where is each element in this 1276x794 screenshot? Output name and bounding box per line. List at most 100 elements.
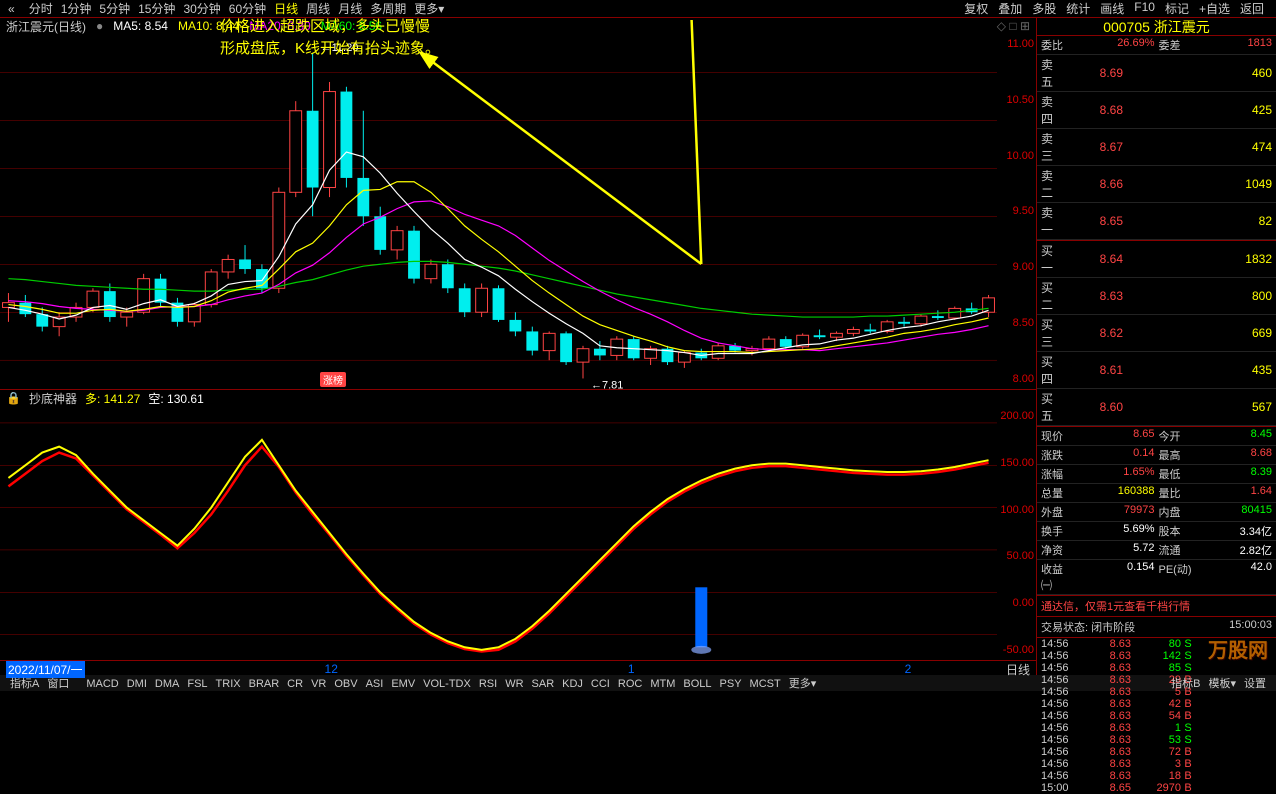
- ind-tab[interactable]: 更多▾: [785, 678, 821, 690]
- commit-lbl2: 委差: [1159, 37, 1187, 53]
- ind-tab[interactable]: KDJ: [558, 678, 587, 690]
- tick-row: 14:568.6385S: [1037, 662, 1276, 674]
- ind-tab[interactable]: MTM: [646, 678, 679, 690]
- info-row: 涨跌0.14最高8.68: [1037, 446, 1276, 465]
- toolbtn-5[interactable]: F10: [1130, 0, 1159, 17]
- info-row: 现价8.65今开8.45: [1037, 427, 1276, 446]
- bottom-right[interactable]: 指标B: [1167, 678, 1204, 690]
- ind-tab[interactable]: PSY: [716, 678, 746, 690]
- toolbtn-1[interactable]: 叠加: [994, 0, 1026, 17]
- info-row: 收益㈠0.154PE(动)42.0: [1037, 560, 1276, 595]
- chart-tools[interactable]: ◇ □ ⊞: [997, 19, 1030, 33]
- toolbtn-6[interactable]: 标记: [1161, 0, 1193, 17]
- tick-row: 14:568.631S: [1037, 722, 1276, 734]
- chart-header: 浙江震元(日线) ● MA5: 8.54 MA10: 8.44 MA20: 8.…: [0, 18, 1036, 34]
- info-row: 总量160388量比1.64: [1037, 484, 1276, 503]
- ind-tab[interactable]: RSI: [475, 678, 501, 690]
- info-row: 涨幅1.65%最低8.39: [1037, 465, 1276, 484]
- toolbtn-0[interactable]: 复权: [960, 0, 992, 17]
- quote-row: 卖三8.67474: [1037, 129, 1276, 166]
- watermark: 万股网: [1208, 634, 1268, 663]
- timeframe-0[interactable]: 分时: [25, 2, 57, 16]
- ma10-label: MA10: 8.44: [178, 19, 239, 33]
- quote-row: 买四8.61435: [1037, 352, 1276, 389]
- timeframe-9[interactable]: 多周期: [366, 2, 410, 16]
- ind-sym: 多: [85, 392, 97, 406]
- svg-text:←7.81: ←7.81: [591, 379, 623, 389]
- ind-tab[interactable]: MCST: [746, 678, 785, 690]
- bottom-right[interactable]: 模板▾: [1204, 678, 1240, 690]
- bottom-left[interactable]: 窗口: [43, 678, 73, 690]
- ind-tab[interactable]: MACD: [82, 678, 122, 690]
- bullet-icon: ●: [96, 19, 103, 33]
- timeframe-4[interactable]: 30分钟: [179, 2, 224, 16]
- ind-tab[interactable]: FSL: [183, 678, 211, 690]
- stock-name-period: 浙江震元(日线): [6, 18, 86, 35]
- ind-tab[interactable]: OBV: [330, 678, 361, 690]
- ind-tab[interactable]: VR: [307, 678, 330, 690]
- ind-tab[interactable]: DMI: [123, 678, 151, 690]
- toolbtn-4[interactable]: 画线: [1096, 0, 1128, 17]
- ind-tab[interactable]: BOLL: [679, 678, 715, 690]
- back-icon[interactable]: «: [4, 2, 19, 16]
- promo-msg[interactable]: 通达信，仅需1元查看千档行情: [1037, 595, 1276, 617]
- toolbtn-3[interactable]: 统计: [1062, 0, 1094, 17]
- ts-lbl: 交易状态:: [1041, 622, 1088, 634]
- tick-row: 14:568.6353S: [1037, 734, 1276, 746]
- timeframe-5[interactable]: 60分钟: [225, 2, 270, 16]
- bottom-left[interactable]: 指标A: [6, 678, 43, 690]
- ma5-label: MA5: 8.54: [113, 19, 168, 33]
- timeframe-7[interactable]: 周线: [302, 2, 334, 16]
- quote-row: 卖五8.69460: [1037, 55, 1276, 92]
- ind-v2: 130.61: [167, 392, 204, 406]
- indicator-name: 抄底神器: [29, 390, 77, 407]
- toolbtn-8[interactable]: 返回: [1236, 0, 1268, 17]
- quote-row: 卖一8.6582: [1037, 203, 1276, 240]
- ind-tab[interactable]: CCI: [587, 678, 614, 690]
- ind-tab[interactable]: BRAR: [245, 678, 284, 690]
- timeframe-10[interactable]: 更多▾: [410, 2, 448, 16]
- ind-tab[interactable]: TRIX: [212, 678, 245, 690]
- tick-row: 14:568.6354B: [1037, 710, 1276, 722]
- timeframe-1[interactable]: 1分钟: [57, 2, 96, 16]
- info-row: 净资5.72流通2.82亿: [1037, 541, 1276, 560]
- month-mark: 1: [628, 662, 635, 676]
- info-block: 现价8.65今开8.45涨跌0.14最高8.68涨幅1.65%最低8.39总量1…: [1037, 426, 1276, 595]
- quote-row: 卖四8.68425: [1037, 92, 1276, 129]
- quote-row: 买一8.641832: [1037, 241, 1276, 278]
- timeframe-6[interactable]: 日线: [270, 2, 302, 16]
- quote-row: 卖二8.661049: [1037, 166, 1276, 203]
- ind-tab[interactable]: CR: [283, 678, 307, 690]
- toolbtn-7[interactable]: +自选: [1195, 0, 1234, 17]
- ind-tab[interactable]: ROC: [614, 678, 646, 690]
- ind-tab[interactable]: DMA: [151, 678, 183, 690]
- ind-tab[interactable]: VOL-TDX: [419, 678, 475, 690]
- toolbtn-2[interactable]: 多股: [1028, 0, 1060, 17]
- bid-table: 买一8.641832买二8.63800买三8.62669买四8.61435买五8…: [1037, 240, 1276, 426]
- ind-tab[interactable]: WR: [501, 678, 527, 690]
- commit-val: 26.69%: [1069, 37, 1155, 53]
- ind-tab[interactable]: EMV: [387, 678, 419, 690]
- quote-row: 买二8.63800: [1037, 278, 1276, 315]
- bottom-right[interactable]: 设置: [1240, 678, 1270, 690]
- ind-tab[interactable]: ASI: [362, 678, 388, 690]
- ind-tab[interactable]: SAR: [528, 678, 559, 690]
- quote-row: 买三8.62669: [1037, 315, 1276, 352]
- tag-badge: 涨榜: [320, 372, 346, 387]
- ts-time: 15:00:03: [1229, 619, 1272, 631]
- candlestick-chart[interactable]: ←11.20←7.81 11.0010.5010.009.509.008.508…: [0, 34, 1036, 390]
- commit-lbl: 委比: [1041, 37, 1069, 53]
- ask-table: 卖五8.69460卖四8.68425卖三8.67474卖二8.661049卖一8…: [1037, 55, 1276, 240]
- tick-row: 14:568.6318B: [1037, 770, 1276, 782]
- indicator-chart[interactable]: 200.00150.00100.0050.000.00-50.00: [0, 406, 1036, 661]
- timeframe-3[interactable]: 15分钟: [134, 2, 179, 16]
- month-mark: 12: [325, 662, 338, 676]
- indicator-axis: 200.00150.00100.0050.000.00-50.00: [994, 406, 1034, 660]
- tick-row: 14:568.633B: [1037, 758, 1276, 770]
- svg-text:←11.20: ←11.20: [321, 42, 359, 54]
- stock-code: 000705: [1103, 19, 1150, 35]
- timeframe-2[interactable]: 5分钟: [95, 2, 134, 16]
- timeframe-8[interactable]: 月线: [334, 2, 366, 16]
- tick-row: 15:008.652970B: [1037, 782, 1276, 794]
- ma60-label: MA60: 8.56: [321, 19, 382, 33]
